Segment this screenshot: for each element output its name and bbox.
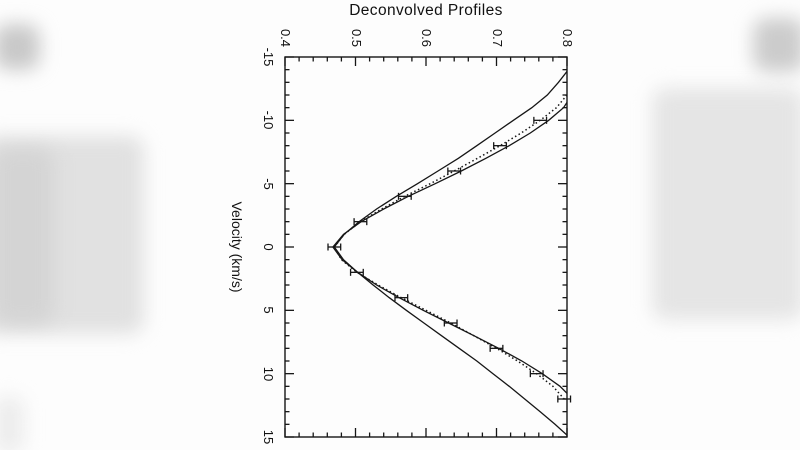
axis-tick-label: -15 — [261, 47, 276, 67]
chart-title: Deconvolved Profiles — [349, 2, 503, 19]
x-axis-title: Velocity (km/s) — [229, 201, 245, 293]
series-deconvolved-wide — [333, 70, 567, 436]
axis-tick-label: 0.4 — [278, 28, 293, 48]
background-blur-blob — [0, 396, 24, 450]
series-deconvolved-narrow — [332, 101, 567, 395]
axis-tick-label: 15 — [261, 429, 276, 445]
axis-tick-label: 0 — [261, 243, 276, 251]
axis-tick-label: 0.6 — [419, 28, 434, 48]
axis-tick-label: 10 — [261, 366, 276, 381]
background-blur-blob — [0, 24, 40, 70]
axis-tick-label: 0.8 — [560, 28, 575, 48]
plot-frame — [284, 56, 568, 438]
error-bars — [327, 116, 572, 403]
background-blur-blob — [652, 88, 800, 320]
axis-tick-label: 0.5 — [348, 28, 364, 48]
background-blur-blob — [753, 18, 800, 72]
axis-tick-label: -5 — [261, 177, 276, 190]
series-observed-profile — [333, 94, 567, 400]
axis-tick-label: 0.7 — [489, 28, 505, 48]
axis-ticks — [284, 56, 568, 438]
background-blur-blob — [0, 148, 54, 324]
axis-tick-label: -10 — [261, 110, 276, 130]
axis-tick-label: 5 — [261, 306, 276, 314]
